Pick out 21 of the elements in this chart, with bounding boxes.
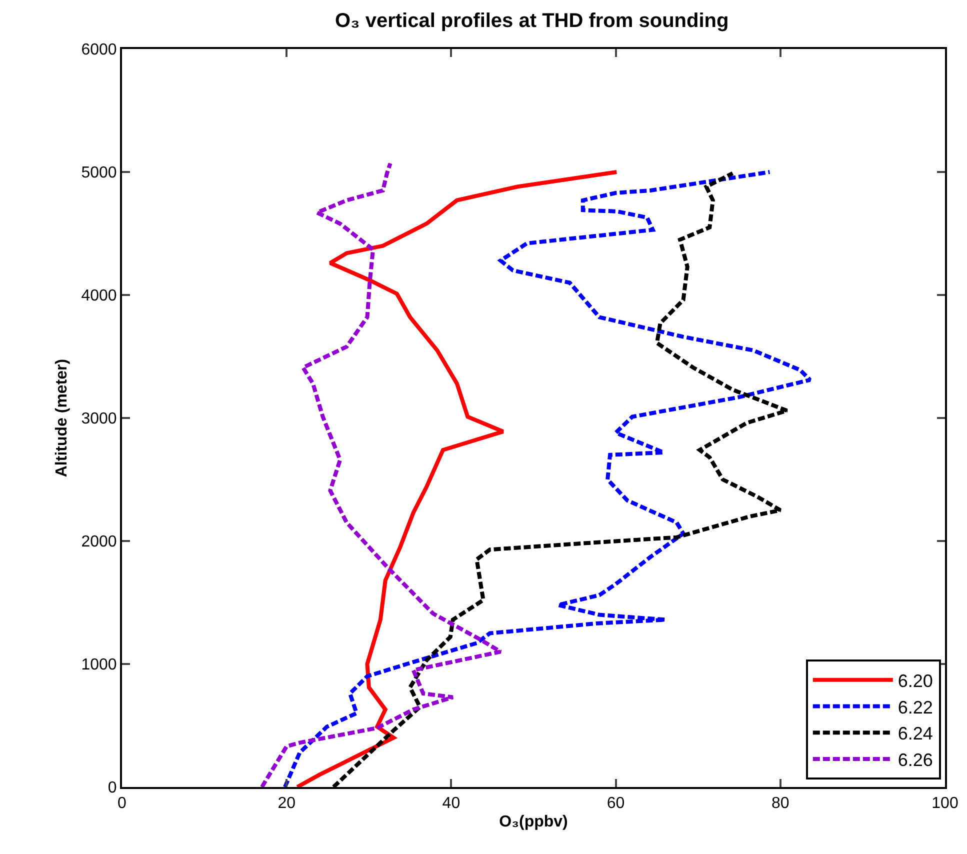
x-axis-title: O₃(ppbv) <box>499 813 568 830</box>
y-tick-label: 3000 <box>81 410 117 428</box>
legend-label: 6.24 <box>898 724 933 744</box>
line-series <box>295 170 619 787</box>
y-axis-title: Altitude (meter) <box>54 358 71 478</box>
line-series <box>260 161 503 787</box>
legend-label: 6.26 <box>898 750 933 770</box>
y-tick-label: 0 <box>108 780 117 797</box>
x-tick-label: 80 <box>772 795 790 812</box>
legend-label: 6.20 <box>898 670 933 691</box>
y-tick-label: 1000 <box>81 656 117 674</box>
chart-title: O₃ vertical profiles at THD from sounding <box>334 10 729 32</box>
y-tick-label: 2000 <box>81 534 117 551</box>
legend-label: 6.22 <box>898 697 933 718</box>
x-tick-label: 40 <box>442 795 460 812</box>
x-tick-label: 20 <box>278 795 296 812</box>
y-tick-label: 5000 <box>81 164 117 182</box>
x-tick-label: 100 <box>932 795 958 812</box>
x-tick-label: 60 <box>606 795 625 812</box>
y-tick-label: 4000 <box>81 288 117 305</box>
y-tick-label: 6000 <box>81 42 117 59</box>
